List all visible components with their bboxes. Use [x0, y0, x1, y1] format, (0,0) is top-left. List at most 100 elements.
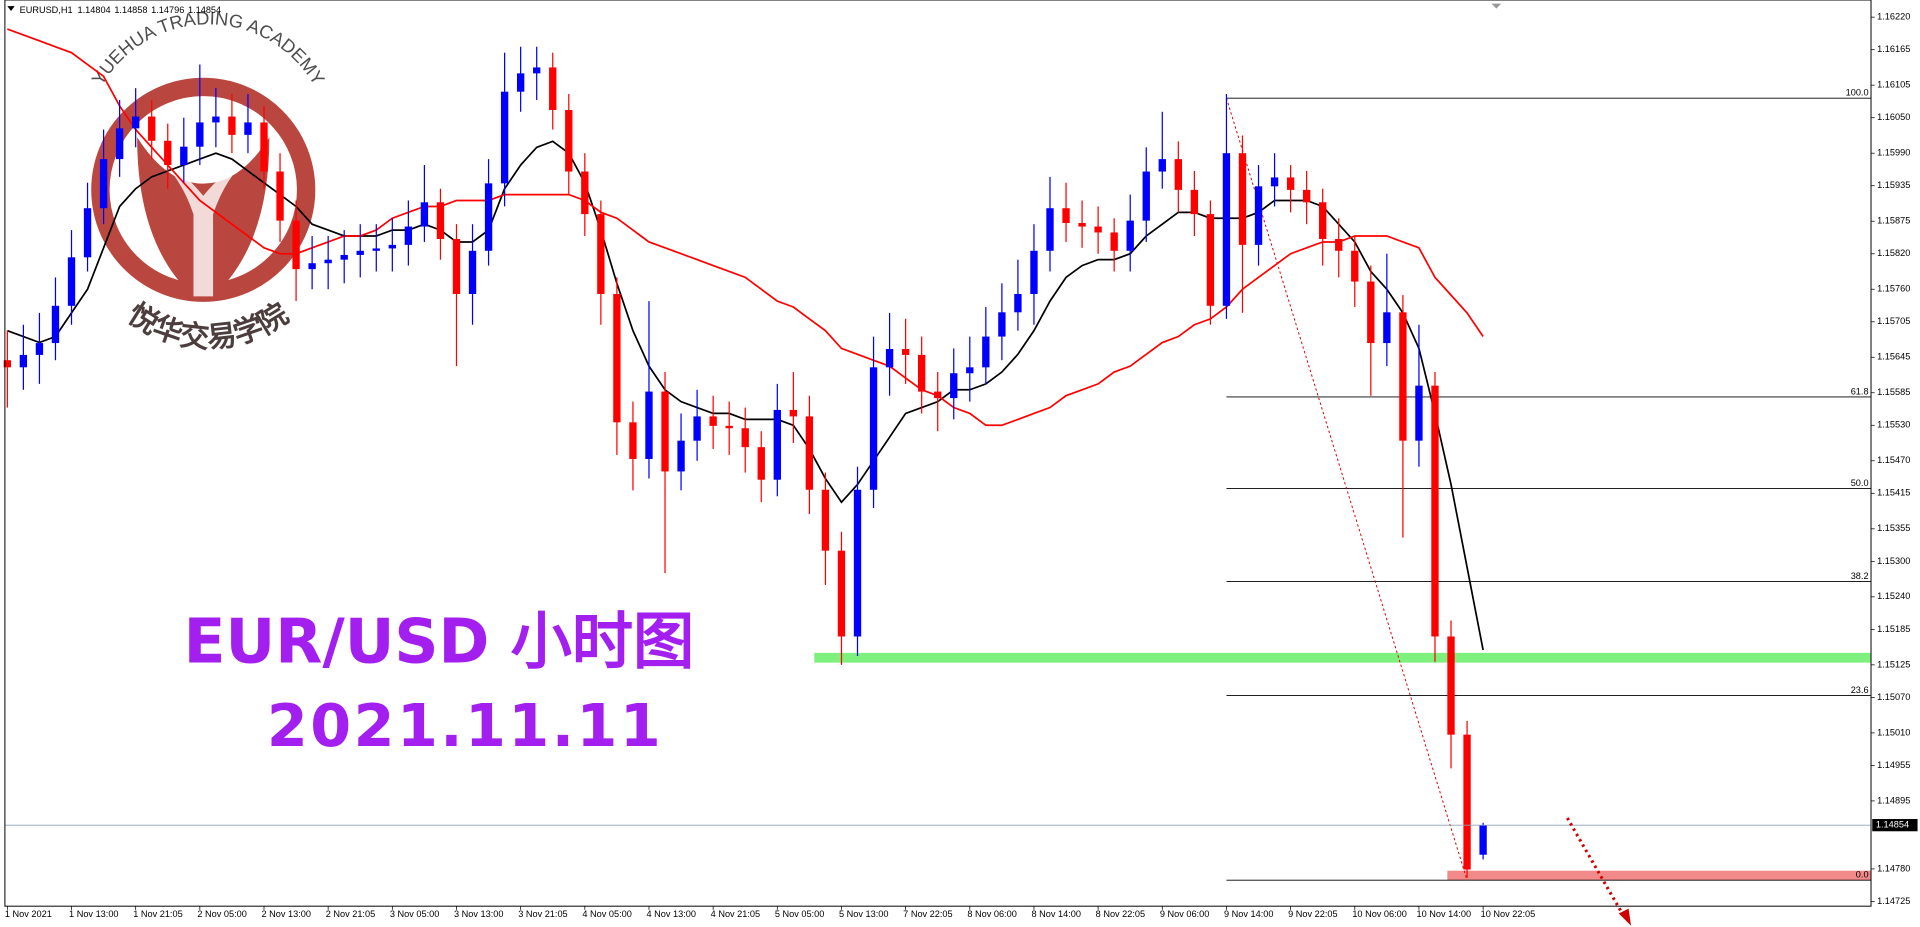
- candle-body: [629, 422, 637, 460]
- zones: 100.0 61.8 50.0 38.2 23.6 0.0: [814, 88, 1872, 881]
- candle-body: [212, 116, 220, 123]
- candle-body: [1030, 250, 1038, 294]
- candle-body: [484, 183, 493, 251]
- x-tick-label: 8 Nov 14:00: [1032, 909, 1081, 919]
- fib-level-label: 0.0: [1856, 870, 1869, 880]
- candle-body: [1062, 208, 1070, 223]
- x-tick-label: 10 Nov 22:05: [1481, 909, 1536, 919]
- target-zone: [1447, 870, 1872, 881]
- y-tick-label: 1.15470: [1877, 455, 1910, 465]
- x-tick-label: 5 Nov 13:00: [839, 909, 888, 919]
- candle-body: [645, 391, 653, 460]
- candle-body: [1158, 159, 1166, 172]
- candle-body: [1206, 214, 1215, 306]
- y-tick-label: 1.15125: [1877, 659, 1910, 669]
- candle-body: [1222, 153, 1231, 306]
- x-tick-label: 9 Nov 14:00: [1224, 909, 1273, 919]
- x-tick-label: 4 Nov 13:00: [647, 909, 696, 919]
- candle-body: [1415, 385, 1423, 441]
- x-tick-label: 4 Nov 21:05: [711, 909, 760, 919]
- candle-body: [468, 250, 477, 294]
- y-tick-label: 1.16050: [1877, 112, 1910, 122]
- y-tick-label: 1.15760: [1877, 284, 1910, 294]
- x-tick-label: 10 Nov 06:00: [1352, 909, 1407, 919]
- candle-body: [805, 416, 814, 490]
- x-tick-label: 2 Nov 21:05: [326, 909, 375, 919]
- candle-body: [1399, 312, 1407, 441]
- y-tick-label: 1.15185: [1877, 624, 1910, 634]
- y-tick-label: 1.15820: [1877, 248, 1910, 258]
- candle-body: [1447, 636, 1455, 735]
- candle-body: [1126, 220, 1134, 251]
- candle-body: [436, 202, 445, 239]
- y-tick-label: 1.16165: [1877, 44, 1910, 54]
- fib-level-label: 23.6: [1851, 685, 1869, 695]
- x-tick-label: 8 Nov 06:00: [967, 909, 1016, 919]
- candle-body: [918, 354, 926, 392]
- y-tick-label: 1.16220: [1877, 12, 1910, 22]
- candle-body: [516, 73, 525, 92]
- candle-body: [1319, 202, 1327, 239]
- candle-body: [324, 259, 332, 264]
- candle-body: [260, 122, 268, 172]
- x-tick-label: 4 Nov 05:00: [582, 909, 631, 919]
- plot-frame: [4, 0, 1872, 907]
- candle-body: [581, 171, 589, 215]
- candle-body: [789, 409, 798, 417]
- y-tick-label: 1.14895: [1877, 795, 1910, 805]
- y-tick-label: 1.15645: [1877, 352, 1910, 362]
- candle-body: [148, 116, 156, 141]
- x-tick-label: 1 Nov 21:05: [133, 909, 182, 919]
- x-tick-label: 3 Nov 13:00: [454, 909, 503, 919]
- y-tick-label: 1.14780: [1877, 863, 1910, 873]
- candle-body: [821, 489, 830, 551]
- candle-body: [356, 250, 364, 255]
- header-close: 1.14854: [188, 5, 221, 15]
- y-tick-label: 1.16105: [1877, 80, 1910, 90]
- candle-body: [1463, 734, 1471, 870]
- forecast-arrow: [1566, 817, 1626, 917]
- y-tick-label: 1.15355: [1877, 523, 1910, 533]
- candle-body: [677, 440, 685, 472]
- candle-body: [869, 367, 878, 490]
- x-tick-label: 1 Nov 2021: [5, 909, 52, 919]
- x-tick-label: 3 Nov 05:00: [390, 909, 439, 919]
- candle-body: [741, 428, 749, 448]
- y-tick-label: 1.15935: [1877, 180, 1910, 190]
- candle-body: [837, 550, 846, 637]
- current-price-box: [1872, 819, 1918, 832]
- logo-stem: [156, 156, 250, 297]
- symbol: EURUSD,H1: [20, 5, 73, 15]
- candle-body: [388, 244, 396, 249]
- candle-body: [3, 360, 12, 368]
- candle-body: [1174, 159, 1182, 190]
- candle-body: [115, 128, 124, 160]
- candle-body: [51, 305, 60, 344]
- candle-body: [164, 140, 172, 166]
- fib-level-label: 38.2: [1851, 571, 1869, 581]
- candle-body: [1270, 177, 1279, 187]
- candle-body: [1335, 238, 1343, 251]
- candle-body: [901, 348, 910, 355]
- x-tick-label: 10 Nov 14:00: [1416, 909, 1471, 919]
- x-tick-label: 5 Nov 05:00: [775, 909, 824, 919]
- x-tick-label: 1 Nov 13:00: [69, 909, 118, 919]
- current-price-label: 1.14854: [1876, 820, 1909, 830]
- candle-body: [1286, 177, 1295, 190]
- candle-body: [180, 146, 188, 166]
- y-tick-label: 1.15010: [1877, 727, 1910, 737]
- candle-body: [1078, 222, 1086, 227]
- header-low: 1.14796: [151, 5, 184, 15]
- header: EURUSD,H1 1.14804 1.14858 1.14796 1.14854: [20, 5, 222, 15]
- forecast-arrowhead: [1618, 908, 1632, 926]
- candle-body: [35, 343, 44, 355]
- candle-body: [934, 391, 942, 399]
- candle-body: [404, 226, 413, 245]
- candle-body: [1190, 189, 1199, 215]
- candle-body: [452, 238, 461, 294]
- candle-body: [966, 367, 974, 374]
- header-high: 1.14858: [114, 5, 147, 15]
- candle-body: [67, 257, 76, 306]
